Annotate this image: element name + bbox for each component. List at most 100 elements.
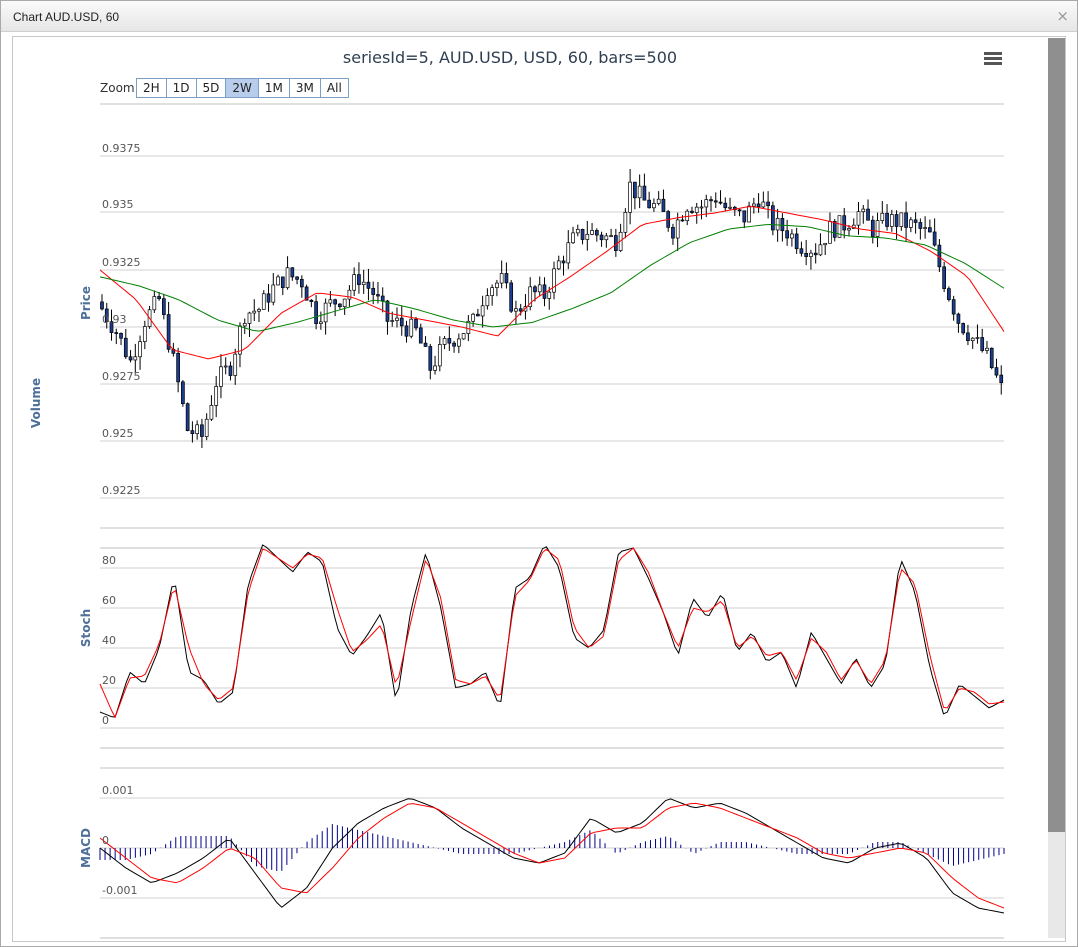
candle-body: [409, 318, 414, 337]
candle-body: [480, 305, 485, 317]
zoom-button-2w[interactable]: 2W: [225, 78, 259, 98]
candle-body: [233, 353, 238, 376]
candle-body: [547, 291, 552, 299]
candle-body: [928, 227, 932, 233]
candle-body: [751, 203, 756, 207]
candle-body: [376, 294, 380, 297]
candle-body: [271, 284, 276, 303]
moving-average-line: [99, 224, 1005, 332]
candle-body: [556, 260, 561, 270]
candle-body: [242, 323, 247, 327]
candle-body: [813, 252, 818, 256]
candle-body: [338, 303, 342, 308]
candle-body: [566, 242, 571, 264]
candle-body: [675, 219, 680, 239]
candle-body: [975, 337, 980, 339]
candle-body: [323, 302, 328, 323]
zoom-button-5d[interactable]: 5D: [195, 78, 227, 98]
candle-body: [471, 313, 475, 322]
candle-body: [747, 205, 751, 223]
zoom-button-2h[interactable]: 2H: [136, 78, 167, 98]
candle-body: [671, 226, 675, 239]
candle-body: [200, 424, 204, 437]
candle-body: [856, 211, 861, 226]
candle-body: [504, 273, 509, 284]
candle-body: [585, 234, 590, 240]
candle-body: [152, 296, 157, 311]
candle-body: [761, 201, 766, 208]
candle-body: [999, 374, 1004, 383]
y-tick-label: 0.9225: [102, 484, 141, 497]
candle-body: [162, 298, 166, 315]
y-tick-label: 60: [102, 594, 116, 607]
candle-body: [100, 301, 104, 310]
candle-body: [423, 342, 428, 347]
y-tick-label: 80: [102, 554, 116, 567]
candle-body: [214, 386, 219, 406]
candle-body: [390, 320, 395, 322]
candle-body: [642, 185, 647, 201]
candle-body: [985, 347, 989, 351]
candle-body: [552, 268, 556, 293]
candle-body: [418, 327, 423, 344]
candle-body: [780, 217, 785, 232]
candle-body: [276, 276, 280, 286]
candle-body: [280, 276, 285, 289]
y-tick-label: 0.925: [102, 427, 134, 440]
candle-body: [923, 227, 927, 229]
candle-body: [238, 325, 242, 355]
candle-body: [514, 308, 518, 312]
candle-body: [908, 219, 913, 228]
candle-body: [456, 338, 461, 347]
candle-body: [775, 217, 780, 231]
zoom-button-all[interactable]: All: [319, 78, 349, 98]
candle-body: [395, 317, 399, 321]
candle-body: [713, 200, 718, 203]
candle-body: [799, 248, 804, 254]
candle-body: [314, 301, 318, 324]
candle-body: [219, 366, 223, 387]
stochastic-line: [99, 547, 1005, 719]
candle-body: [247, 312, 252, 324]
candle-body: [737, 209, 742, 212]
y-tick-label: 0.9275: [102, 370, 141, 383]
candle-body: [637, 185, 642, 199]
zoom-button-1d[interactable]: 1D: [165, 78, 197, 98]
candle-body: [299, 279, 304, 288]
candle-body: [228, 365, 233, 376]
candle-body: [476, 313, 480, 317]
candle-body: [257, 309, 261, 312]
candle-body: [656, 198, 661, 204]
y-tick-label: 0.93: [102, 313, 127, 326]
candle-body: [295, 276, 299, 280]
zoom-button-3m[interactable]: 3M: [288, 78, 321, 98]
candle-body: [742, 210, 747, 223]
y-tick-label: 0.9325: [102, 256, 141, 269]
candle-body: [947, 288, 951, 300]
candle-body: [533, 286, 537, 293]
candle-body: [104, 308, 109, 322]
candle-body: [181, 381, 185, 405]
candle-body: [861, 208, 866, 213]
candle-body: [157, 296, 161, 300]
y-axis-title: Price: [79, 286, 93, 320]
candle-body: [357, 274, 361, 285]
zoom-button-1m[interactable]: 1M: [257, 78, 290, 98]
hamburger-menu-icon[interactable]: [984, 52, 1002, 66]
candle-body: [718, 201, 723, 204]
candle-body: [433, 365, 437, 371]
window-title: Chart AUD.USD, 60: [13, 10, 120, 24]
window-titlebar[interactable]: Chart AUD.USD, 60 ×: [1, 1, 1077, 32]
candle-body: [447, 338, 452, 344]
candle-body: [285, 267, 290, 289]
macd-line: [99, 798, 1005, 914]
candle-body: [266, 293, 271, 303]
close-icon[interactable]: ×: [1056, 7, 1069, 25]
candle-body: [804, 252, 809, 257]
scrollbar-thumb[interactable]: [1048, 38, 1065, 832]
stochastic-line: [99, 544, 1005, 718]
candle-body: [818, 244, 823, 256]
candle-body: [128, 356, 133, 361]
candle-body: [342, 298, 347, 308]
